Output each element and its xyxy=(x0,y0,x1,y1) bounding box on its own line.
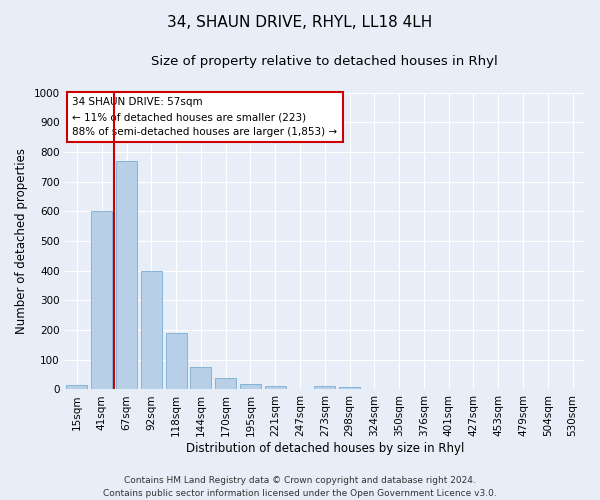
Text: 34, SHAUN DRIVE, RHYL, LL18 4LH: 34, SHAUN DRIVE, RHYL, LL18 4LH xyxy=(167,15,433,30)
Bar xyxy=(116,161,137,390)
Bar xyxy=(339,388,360,390)
Bar xyxy=(240,384,261,390)
Bar xyxy=(166,333,187,390)
Bar xyxy=(91,212,112,390)
X-axis label: Distribution of detached houses by size in Rhyl: Distribution of detached houses by size … xyxy=(185,442,464,455)
Bar xyxy=(265,386,286,390)
Bar xyxy=(215,378,236,390)
Bar xyxy=(190,367,211,390)
Bar xyxy=(314,386,335,390)
Text: Contains HM Land Registry data © Crown copyright and database right 2024.
Contai: Contains HM Land Registry data © Crown c… xyxy=(103,476,497,498)
Text: 34 SHAUN DRIVE: 57sqm
← 11% of detached houses are smaller (223)
88% of semi-det: 34 SHAUN DRIVE: 57sqm ← 11% of detached … xyxy=(73,97,337,137)
Bar xyxy=(67,385,88,390)
Bar xyxy=(141,271,162,390)
Title: Size of property relative to detached houses in Rhyl: Size of property relative to detached ho… xyxy=(151,55,498,68)
Y-axis label: Number of detached properties: Number of detached properties xyxy=(15,148,28,334)
